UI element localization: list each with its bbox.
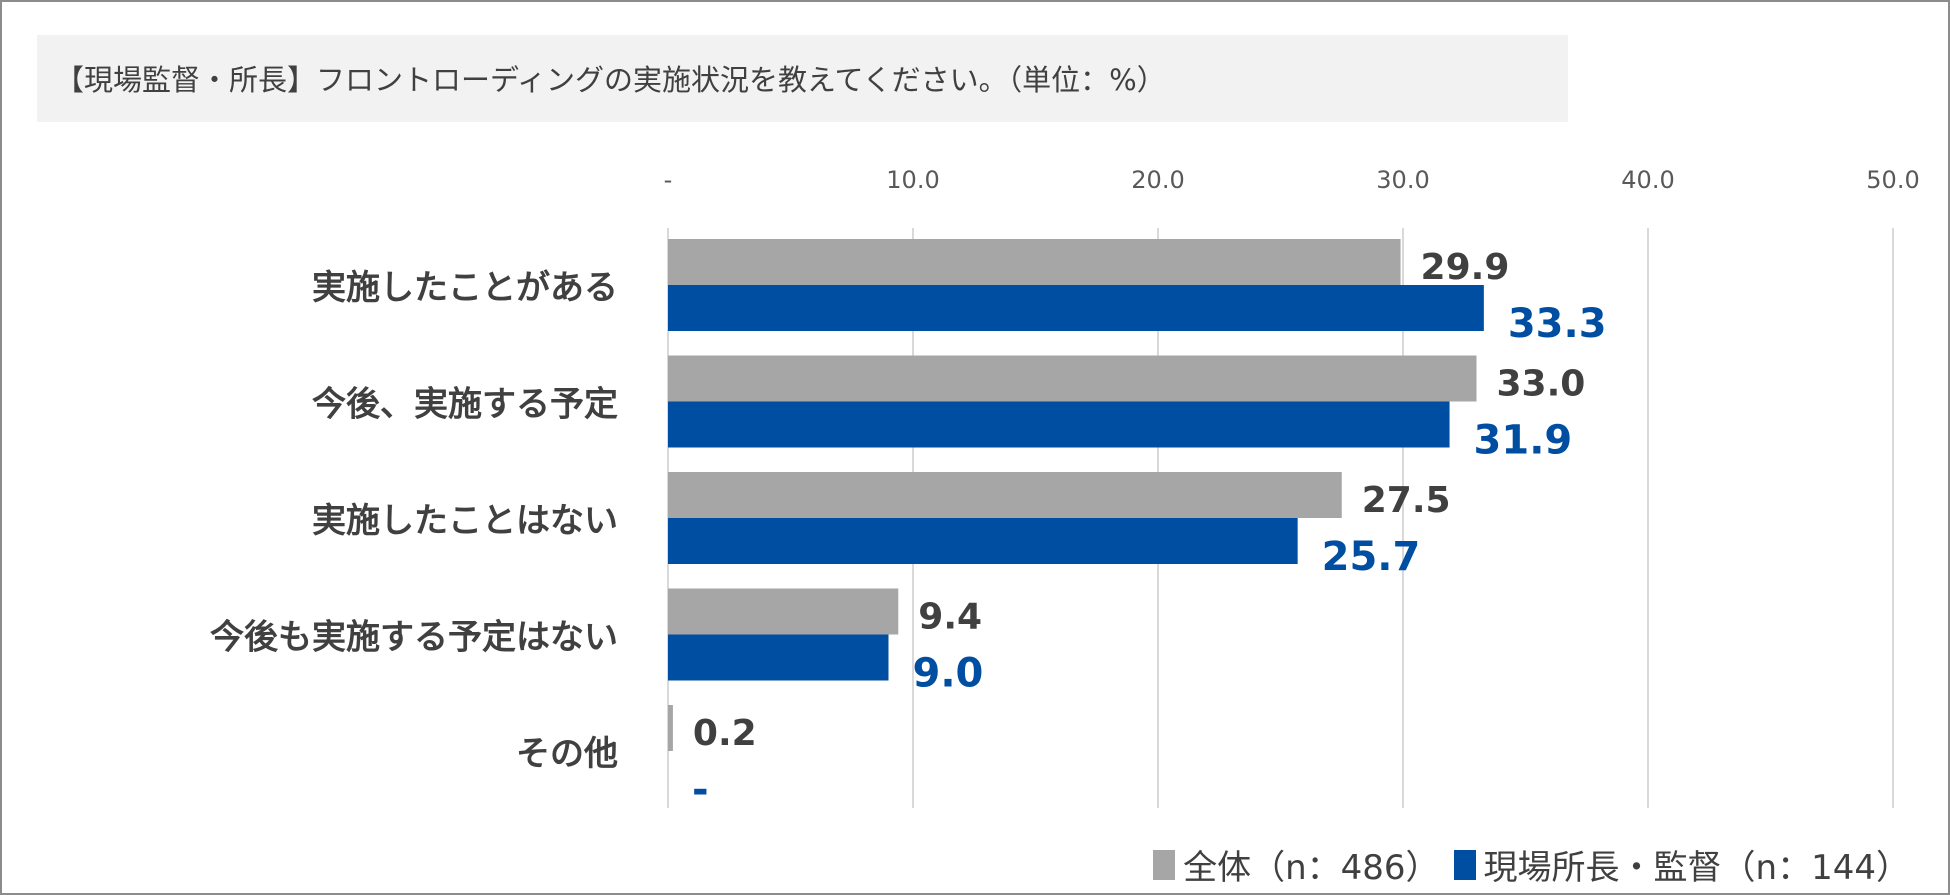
legend-swatch-all — [1153, 849, 1176, 880]
bar — [668, 634, 889, 681]
data-label: 29.9 — [1421, 247, 1510, 288]
x-tick-label: 40.0 — [1621, 166, 1674, 194]
bar — [668, 401, 1450, 448]
x-tick-label: 10.0 — [886, 166, 939, 194]
data-label: 31.9 — [1474, 418, 1573, 464]
category-label: 実施したことがある — [312, 268, 618, 308]
legend-label-site: 現場所長・監督（n：144） — [1483, 848, 1910, 888]
category-label: その他 — [516, 734, 618, 774]
title-box: 【現場監督・所長】フロントローディングの実施状況を教えてください。（単位：%） — [37, 35, 1568, 122]
bar — [668, 355, 1477, 402]
x-tick-label: - — [664, 166, 673, 194]
bar — [668, 239, 1401, 285]
legend: 全体（n：486） 現場所長・監督（n：144） — [1153, 840, 1910, 889]
bar — [668, 472, 1342, 518]
chart-title: 【現場監督・所長】フロントローディングの実施状況を教えてください。（単位：%） — [55, 63, 1166, 97]
legend-item-site: 現場所長・監督（n：144） — [1453, 840, 1910, 889]
category-label: 今後も実施する予定はない — [210, 618, 618, 658]
data-label: 9.0 — [913, 651, 984, 697]
category-label: 今後、実施する予定 — [312, 385, 618, 425]
data-label: 9.4 — [918, 597, 982, 638]
bar — [668, 705, 673, 751]
legend-swatch-site — [1453, 849, 1476, 880]
data-label: 25.7 — [1322, 534, 1421, 580]
legend-item-all: 全体（n：486） — [1153, 840, 1440, 889]
bar — [668, 285, 1484, 331]
data-label: - — [692, 767, 709, 813]
category-label: 実施したことはない — [312, 501, 618, 541]
x-tick-label: 20.0 — [1131, 166, 1184, 194]
data-label: 33.0 — [1497, 364, 1586, 405]
bar — [668, 588, 899, 635]
x-tick-label: 30.0 — [1376, 166, 1429, 194]
legend-label-all: 全体（n：486） — [1183, 848, 1440, 888]
data-label: 33.3 — [1508, 301, 1607, 347]
bar — [668, 518, 1298, 564]
x-tick-label: 50.0 — [1866, 166, 1919, 194]
data-label: 27.5 — [1362, 480, 1451, 521]
data-label: 0.2 — [693, 713, 757, 754]
